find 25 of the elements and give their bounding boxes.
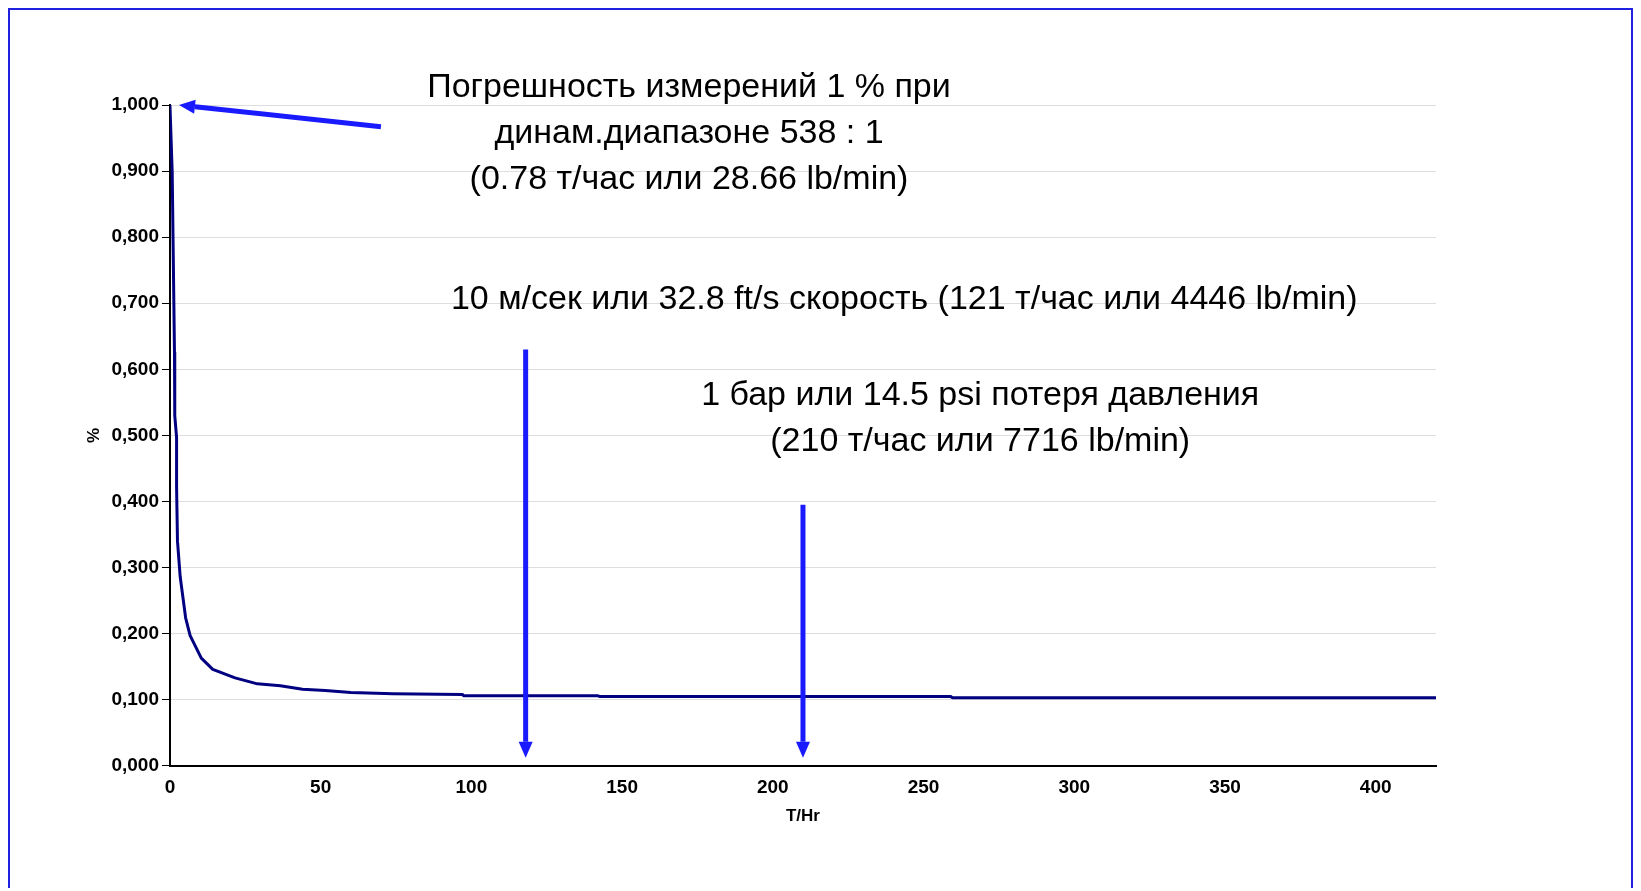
y-tick-label: 0,400 — [111, 489, 159, 511]
y-tick-label: 0,300 — [111, 555, 159, 577]
annotation: 10 м/сек или 32.8 ft/s скорость (121 т/час или 4446 lb/min) — [450, 276, 1358, 318]
x-tick-label: 200 — [756, 776, 789, 798]
y-tick-label: 0,500 — [111, 423, 159, 445]
x-tick-label: 400 — [1359, 776, 1392, 798]
y-tick-label: 0,700 — [111, 291, 159, 313]
y-tick-label: 0,800 — [111, 225, 159, 247]
x-tick-label: 150 — [606, 776, 638, 798]
x-tick-label: 50 — [310, 776, 332, 798]
x-tick-label: 300 — [1058, 776, 1091, 798]
annotation: 1 бар или 14.5 psi потеря давления (210 т/час или 7716 lb/min) — [701, 372, 1260, 460]
y-tick-label: 0,900 — [111, 159, 159, 181]
y-tick-label: 0,600 — [111, 357, 159, 379]
y-tick-label: 0,100 — [111, 687, 159, 709]
x-axis-title: T/Hr — [785, 806, 821, 826]
y-tick-label: 0,200 — [111, 621, 159, 643]
y-tick-label: 0,000 — [111, 754, 159, 776]
annotation: Погрешность измерений 1 % при динам.диапазоне 538 : 1 (0.78 т/час или 28.66 lb/min) — [427, 65, 951, 199]
x-tick-label: 350 — [1209, 776, 1241, 798]
y-tick-label: 1,000 — [111, 93, 159, 115]
y-axis-title: % — [83, 427, 103, 443]
x-tick-label: 100 — [455, 776, 488, 798]
x-tick-label: 0 — [164, 776, 176, 798]
x-tick-label: 250 — [907, 776, 940, 798]
